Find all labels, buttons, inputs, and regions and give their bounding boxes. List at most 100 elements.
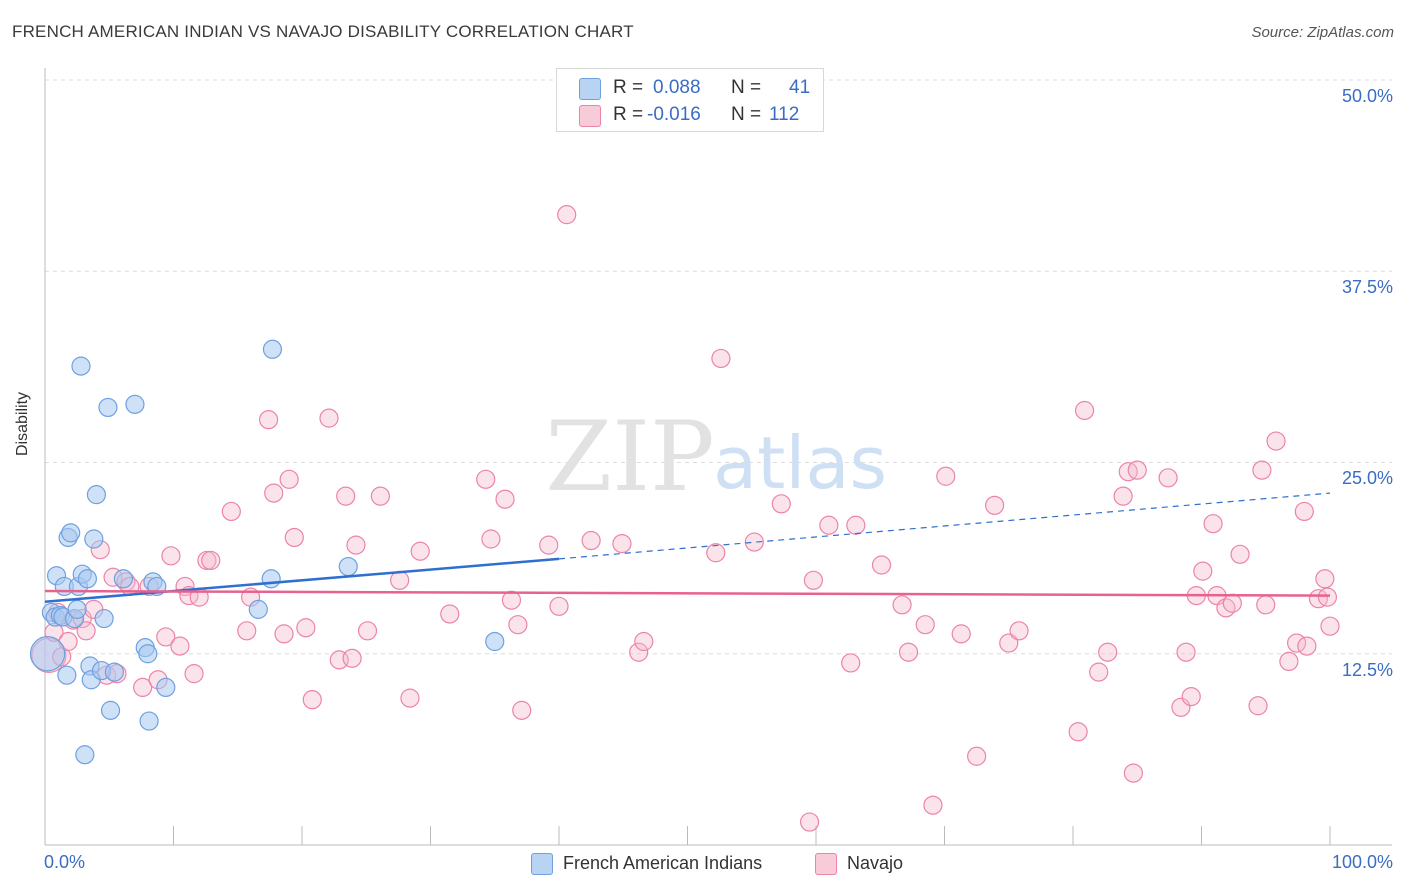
navajo-point (706, 543, 726, 563)
french-american-indian-point (29, 636, 66, 672)
watermark-atlas: atlas (713, 421, 887, 505)
navajo-point (1320, 616, 1340, 636)
french-american-indian-point (61, 523, 81, 543)
y-tick-label-37-5: 37.5% (1341, 277, 1393, 297)
navajo-point (1252, 460, 1272, 480)
french-american-indian-point (77, 569, 98, 589)
navajo-point (1068, 722, 1088, 742)
pink-swatch (579, 105, 601, 127)
french-american-indian-point (98, 397, 118, 418)
french-american-indian-point (71, 356, 91, 376)
n-value: 41 (789, 77, 811, 98)
navajo-point (357, 621, 378, 641)
navajo-point (803, 570, 824, 590)
french-american-indian-point (248, 599, 268, 619)
y-axis-label: Disability (14, 391, 31, 456)
navajo-point (1222, 593, 1242, 613)
navajo-point (841, 653, 861, 673)
navajo-point (557, 205, 577, 225)
french-american-indian-point (138, 644, 158, 664)
navajo-point (1098, 642, 1118, 662)
navajo-point (481, 529, 501, 549)
navajo-point (1113, 486, 1133, 506)
french-american-indian-point (84, 529, 104, 549)
navajo-point (184, 664, 204, 684)
navajo-point (612, 533, 632, 554)
r-value: 0.088 (653, 77, 701, 98)
navajo-point (508, 615, 528, 635)
navajo-point (1279, 651, 1299, 672)
navajo-point (201, 550, 221, 571)
navajo-point (936, 466, 956, 486)
legend-label: French American Indians (563, 853, 763, 873)
navajo-point (237, 621, 257, 641)
series-legend: French American Indians Navajo (0, 852, 1406, 878)
french-american-indian-point (139, 711, 159, 731)
navajo-point (370, 486, 390, 506)
navajo-point (1294, 501, 1314, 522)
navajo-point (892, 595, 912, 615)
navajo-point (1074, 400, 1095, 421)
navajo-point (346, 535, 366, 555)
y-tick-label-50: 50.0% (1341, 86, 1393, 106)
pink-swatch (815, 853, 837, 875)
navajo-point (319, 408, 339, 428)
x-tick-label-max: 100.0% (1331, 852, 1393, 872)
x-tick-label-min: 0.0% (44, 852, 86, 872)
navajo-point (1181, 686, 1201, 707)
navajo-points (31, 205, 1340, 832)
navajo-point (76, 621, 96, 641)
navajo-point (629, 642, 649, 662)
french-american-indian-point (67, 599, 87, 619)
navajo-point (819, 515, 839, 535)
navajo-point (342, 648, 362, 668)
french-american-indian-point (104, 662, 124, 682)
r-value: -0.016 (647, 104, 701, 125)
axes (44, 68, 1392, 846)
navajo-point (400, 688, 420, 708)
blue-swatch (531, 853, 553, 875)
navajo-point (967, 746, 987, 766)
navajo-point (284, 527, 304, 548)
navajo-point (495, 489, 515, 509)
navajo-point (634, 631, 654, 652)
trend-lines (44, 492, 1331, 603)
navajo-point (951, 624, 971, 644)
navajo-point (390, 570, 410, 590)
navajo-trend-line (44, 589, 1331, 597)
navajo-point (923, 795, 943, 815)
navajo-point (501, 590, 522, 610)
navajo-point (279, 469, 299, 489)
french-american-indian-point (100, 700, 121, 720)
navajo-point (1193, 561, 1213, 581)
navajo-point (1009, 621, 1029, 641)
stats-row-french-american-indians: R = 0.088 N = 41 (557, 74, 823, 100)
navajo-point (296, 618, 316, 638)
navajo-point (512, 700, 532, 720)
navajo-point (1203, 514, 1223, 534)
navajo-point (440, 604, 460, 624)
navajo-point (1248, 696, 1268, 716)
y-tick-label-25: 25.0% (1341, 468, 1393, 488)
navajo-point (258, 410, 279, 430)
navajo-point (170, 636, 190, 656)
navajo-point (336, 486, 356, 506)
r-label: R = (613, 104, 644, 125)
navajo-point (549, 596, 569, 616)
navajo-point (274, 624, 294, 644)
r-label: R = (613, 77, 644, 98)
navajo-point (999, 633, 1019, 653)
navajo-point (1266, 431, 1286, 451)
legend-label: Navajo (847, 853, 904, 873)
navajo-point (133, 677, 153, 698)
french-american-indian-point (125, 394, 145, 414)
n-label: N = (731, 104, 762, 125)
navajo-point (985, 495, 1005, 515)
navajo-point (711, 348, 731, 369)
french-american-indians-trend-line (44, 557, 560, 603)
navajo-point (1127, 460, 1147, 480)
stats-legend: R = 0.088 N = 41 R = -0.016 N = 112 (556, 68, 824, 132)
french-american-indian-point (75, 745, 95, 765)
navajo-point (1158, 468, 1178, 488)
